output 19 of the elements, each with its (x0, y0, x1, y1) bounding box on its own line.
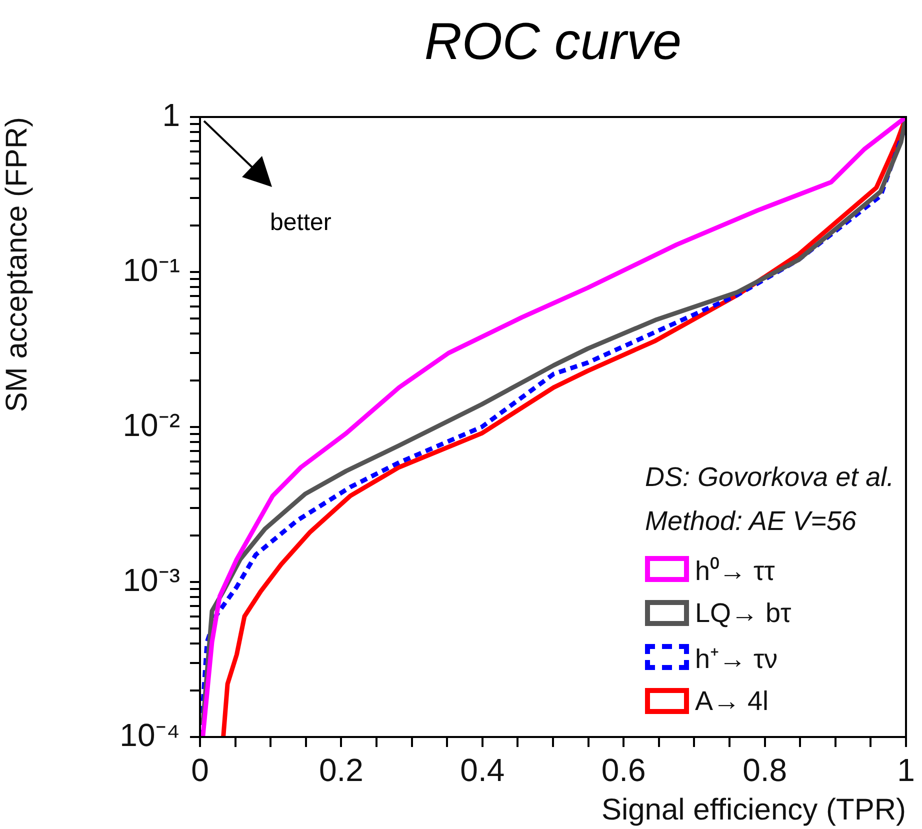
legend-label: A→ 4l (695, 686, 769, 716)
legend-label: h⁰→ ττ (695, 554, 775, 588)
legend-label: h⁺→ τν (695, 642, 778, 676)
x-tick-label: 0.2 (318, 752, 364, 788)
x-tick-label: 0 (191, 752, 209, 788)
y-tick-label: 10⁻³ (122, 562, 180, 598)
x-tick-label: 0.4 (460, 752, 505, 788)
legend-label: LQ→ bτ (695, 598, 792, 628)
x-tick-label: 0.8 (742, 752, 788, 788)
y-tick-label: 10⁻² (122, 406, 180, 443)
x-tick-label: 0.6 (601, 752, 646, 788)
y-tick-label: 1 (162, 96, 180, 133)
chart-title: ROC curve (424, 12, 682, 72)
y-tick-label: 10⁻⁴ (120, 716, 180, 753)
y-axis-title: SM acceptance (FPR) (0, 117, 34, 412)
x-axis-title: Signal efficiency (TPR) (601, 793, 906, 826)
y-tick-label: 10⁻¹ (122, 252, 180, 288)
x-tick-label: 1 (897, 752, 915, 788)
annotation: better (270, 209, 332, 237)
